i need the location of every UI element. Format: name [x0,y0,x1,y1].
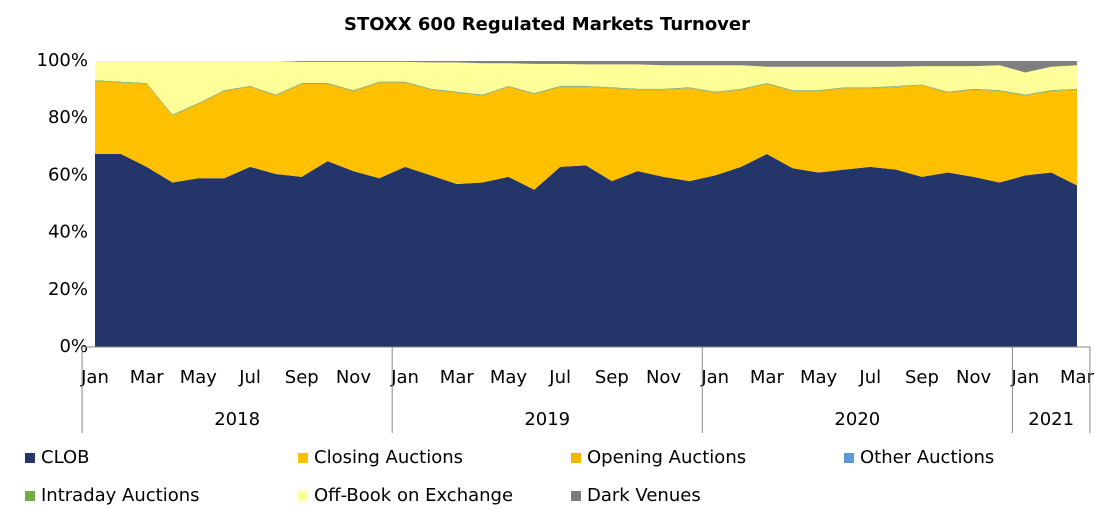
legend-label: Other Auctions [860,447,994,468]
legend-swatch [571,491,581,501]
x-tick-label: Mar [750,367,785,388]
x-tick-label: Nov [956,367,991,388]
x-tick-label: Mar [1060,367,1095,388]
area [95,80,1077,116]
area [95,61,1077,115]
area [95,80,1077,116]
group-label: 2021 [1028,409,1074,430]
legend-label: Opening Auctions [587,447,746,468]
area [95,81,1077,117]
x-tick-label: Sep [905,367,939,388]
legend-swatch [25,491,35,501]
legend-swatch [298,453,308,463]
y-tick-label: 100% [37,50,88,71]
group-label: 2019 [524,409,570,430]
x-tick-label: Mar [130,367,165,388]
y-tick-label: 80% [48,107,88,128]
legend-swatch [571,453,581,463]
y-tick-label: 20% [48,279,88,300]
chart-title: STOXX 600 Regulated Markets Turnover [344,14,750,35]
area [95,61,1077,73]
legend-swatch [298,491,308,501]
y-tick-label: 40% [48,222,88,243]
x-tick-label: Jul [858,367,881,388]
x-tick-label: May [490,367,528,388]
legend-swatch [25,453,35,463]
x-tick-label: May [180,367,218,388]
legend-swatch [844,453,854,463]
x-tick-label: Mar [440,367,475,388]
area [95,153,1077,347]
x-tick-label: Nov [646,367,681,388]
x-tick-label: Jan [390,367,419,388]
legend-label: Intraday Auctions [41,485,200,506]
legend-label: CLOB [41,447,89,468]
y-tick-label: 60% [48,164,88,185]
legend-label: Off-Book on Exchange [314,485,513,506]
x-tick-label: Nov [336,367,371,388]
x-tick-label: Jul [238,367,261,388]
area [95,82,1077,190]
x-tick-label: May [800,367,838,388]
group-label: 2020 [834,409,880,430]
x-tick-label: Jan [1010,367,1039,388]
x-tick-label: Sep [595,367,629,388]
group-label: 2018 [214,409,260,430]
x-tick-label: Sep [285,367,319,388]
legend-label: Dark Venues [587,485,701,506]
x-tick-label: Jan [700,367,729,388]
x-tick-label: Jul [548,367,571,388]
legend-label: Closing Auctions [314,447,463,468]
y-tick-label: 0% [59,336,88,357]
x-tick-label: Jan [80,367,109,388]
